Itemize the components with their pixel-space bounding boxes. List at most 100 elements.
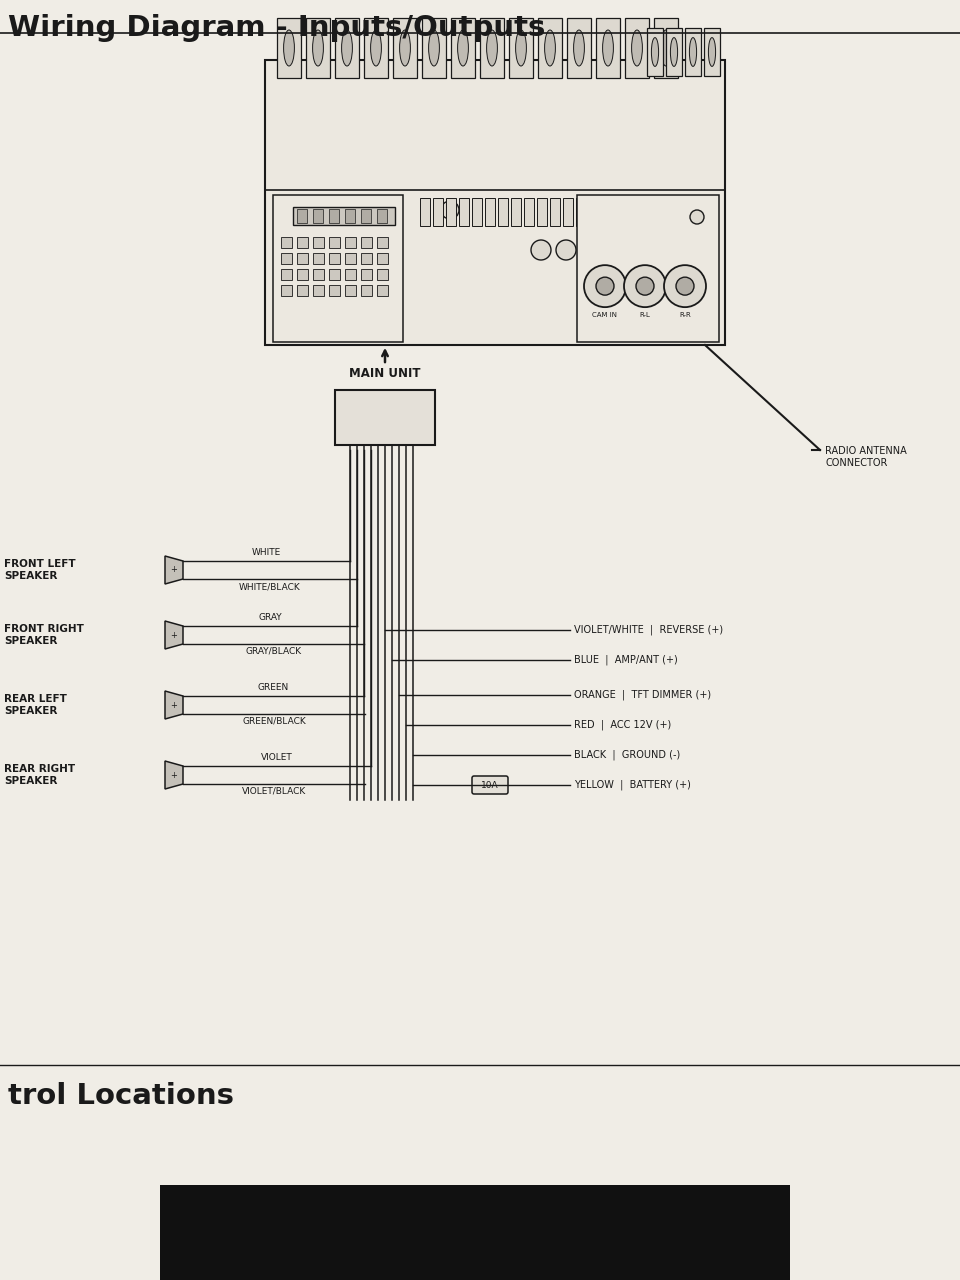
Bar — [329, 269, 340, 280]
Bar — [281, 285, 292, 296]
Bar — [422, 18, 446, 78]
Bar — [377, 209, 387, 223]
Bar — [329, 253, 340, 264]
Bar — [281, 253, 292, 264]
Text: BLACK  |  GROUND (-): BLACK | GROUND (-) — [574, 750, 681, 760]
Bar — [446, 198, 456, 227]
Bar — [293, 207, 395, 225]
Ellipse shape — [632, 29, 642, 67]
Bar — [625, 18, 649, 78]
Ellipse shape — [708, 37, 715, 67]
Text: +: + — [171, 771, 178, 780]
Ellipse shape — [458, 29, 468, 67]
Text: FRONT RIGHT
SPEAKER: FRONT RIGHT SPEAKER — [4, 623, 84, 646]
Bar — [335, 390, 435, 445]
Text: RADIO ANTENNA
CONNECTOR: RADIO ANTENNA CONNECTOR — [825, 445, 907, 467]
Bar — [509, 18, 533, 78]
Bar — [563, 198, 573, 227]
Circle shape — [556, 241, 576, 260]
Bar — [647, 28, 663, 76]
Text: GREEN: GREEN — [258, 684, 289, 692]
Bar — [550, 198, 560, 227]
Bar — [329, 285, 340, 296]
Bar — [537, 198, 547, 227]
Text: BLUE  |  AMP/ANT (+): BLUE | AMP/ANT (+) — [574, 655, 678, 666]
Text: ORANGE  |  TFT DIMMER (+): ORANGE | TFT DIMMER (+) — [574, 690, 711, 700]
Polygon shape — [165, 556, 183, 584]
Text: WHITE/BLACK: WHITE/BLACK — [239, 582, 300, 591]
Bar — [297, 253, 308, 264]
Ellipse shape — [371, 29, 381, 67]
Text: R-L: R-L — [639, 312, 651, 319]
Bar — [345, 237, 356, 248]
Bar — [345, 269, 356, 280]
Text: GREEN/BLACK: GREEN/BLACK — [242, 717, 306, 726]
Bar — [654, 18, 678, 78]
Polygon shape — [165, 762, 183, 788]
Bar — [485, 198, 495, 227]
Bar — [361, 253, 372, 264]
Ellipse shape — [689, 37, 697, 67]
Bar — [297, 269, 308, 280]
Bar — [377, 253, 388, 264]
Ellipse shape — [313, 29, 324, 67]
Bar — [313, 285, 324, 296]
Ellipse shape — [670, 37, 678, 67]
Ellipse shape — [652, 37, 659, 67]
Ellipse shape — [428, 29, 440, 67]
Bar — [480, 18, 504, 78]
Bar — [420, 198, 430, 227]
Bar — [511, 198, 521, 227]
Bar — [361, 209, 371, 223]
Bar — [685, 28, 701, 76]
Text: VIOLET/BLACK: VIOLET/BLACK — [242, 787, 306, 796]
Ellipse shape — [399, 29, 411, 67]
Circle shape — [636, 278, 654, 296]
Bar — [281, 237, 292, 248]
Bar — [459, 198, 469, 227]
Bar — [361, 285, 372, 296]
Circle shape — [531, 241, 551, 260]
Bar — [361, 237, 372, 248]
FancyBboxPatch shape — [472, 776, 508, 794]
Bar — [335, 18, 359, 78]
Circle shape — [664, 265, 706, 307]
Circle shape — [584, 265, 626, 307]
Bar — [265, 60, 725, 346]
Bar — [498, 198, 508, 227]
Bar — [313, 237, 324, 248]
Ellipse shape — [516, 29, 526, 67]
Ellipse shape — [660, 29, 671, 67]
Bar — [281, 269, 292, 280]
Bar — [297, 285, 308, 296]
Bar — [451, 18, 475, 78]
Ellipse shape — [574, 29, 585, 67]
Bar — [277, 18, 301, 78]
Text: REAR RIGHT
SPEAKER: REAR RIGHT SPEAKER — [4, 764, 75, 786]
Bar — [364, 18, 388, 78]
Circle shape — [596, 278, 614, 296]
Text: VIOLET: VIOLET — [261, 753, 293, 762]
Circle shape — [676, 278, 694, 296]
Text: GRAY: GRAY — [258, 613, 282, 622]
Bar — [297, 209, 307, 223]
Bar — [589, 198, 599, 227]
Bar — [313, 253, 324, 264]
Bar — [377, 237, 388, 248]
Bar — [576, 198, 586, 227]
Bar — [433, 198, 443, 227]
Text: RED  |  ACC 12V (+): RED | ACC 12V (+) — [574, 719, 671, 731]
Text: YELLOW  |  BATTERY (+): YELLOW | BATTERY (+) — [574, 780, 691, 790]
Text: +: + — [171, 566, 178, 575]
Text: CAM IN: CAM IN — [592, 312, 617, 319]
Circle shape — [624, 265, 666, 307]
Text: trol Locations: trol Locations — [8, 1082, 234, 1110]
Text: +: + — [171, 631, 178, 640]
Ellipse shape — [342, 29, 352, 67]
Ellipse shape — [283, 29, 295, 67]
Text: GRAY/BLACK: GRAY/BLACK — [246, 646, 301, 655]
Bar — [393, 18, 417, 78]
Text: MAIN UNIT: MAIN UNIT — [349, 367, 420, 380]
Bar — [704, 28, 720, 76]
Bar — [345, 209, 355, 223]
